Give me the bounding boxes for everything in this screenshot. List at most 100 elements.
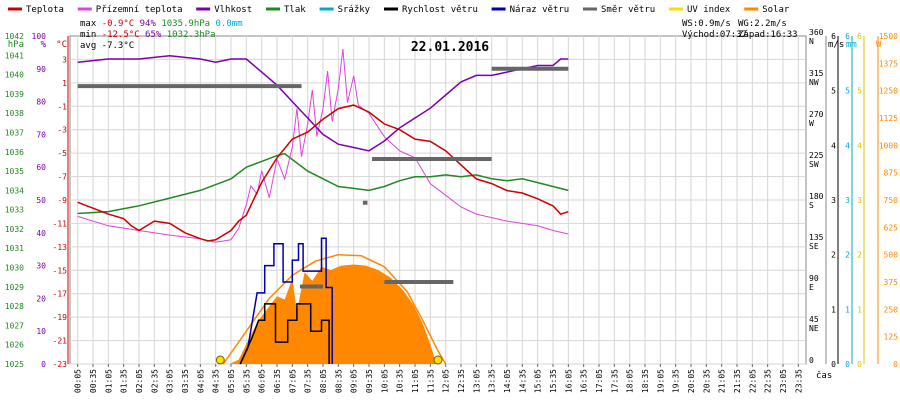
legend-label: Tlak: [284, 5, 306, 15]
x-tick-label: 02:05: [135, 369, 144, 393]
x-tick-label: 09:05: [350, 369, 359, 393]
stats-min: min -12.5°C 65% 1032.3hPa: [80, 30, 216, 40]
axis-layer: 00:05 00:35 01:05 01:35 02:05 02:35 03:05 03:35…: [5, 28, 898, 393]
dir-tick-value: 180: [809, 192, 824, 201]
pct-axis-tick-label: 70: [36, 130, 46, 139]
pct-axis-tick-label: 100: [32, 32, 47, 41]
w-tick-label: 1250: [879, 87, 898, 96]
x-tick-label: 13:05: [472, 369, 481, 393]
hpa-axis-tick-label: 1027: [5, 321, 24, 330]
temp-axis-tick-label: 3: [62, 55, 67, 64]
pct-axis-tick-label: 80: [36, 98, 46, 107]
legend-item: Tlak: [266, 5, 306, 15]
stats-sunset: Západ:16:33: [738, 30, 798, 40]
dir-tick-label: E: [809, 283, 814, 292]
x-tick-label: 09:35: [365, 369, 374, 393]
x-tick-label: 06:35: [273, 369, 282, 393]
legend-item: Srážky: [319, 5, 371, 15]
temperature-line: [77, 104, 569, 242]
uv-tick-label: 5: [857, 87, 862, 96]
pct-axis-tick-label: 90: [36, 65, 46, 74]
legend-label: Srážky: [338, 5, 371, 15]
w-tick-label: 1500: [879, 32, 898, 41]
x-tick-label: 07:05: [288, 369, 297, 393]
x-tick-label: 21:05: [718, 369, 727, 393]
legend-item: Náraz větru: [491, 5, 569, 15]
legend-item: Rychlost větru: [384, 5, 478, 15]
x-tick-label: 08:35: [334, 369, 343, 393]
x-tick-label: 15:05: [534, 369, 543, 393]
x-tick-label: 16:35: [580, 369, 589, 393]
hpa-axis-tick-label: 1029: [5, 283, 24, 292]
x-tick-label: 00:05: [74, 369, 83, 393]
x-tick-label: 04:35: [212, 369, 221, 393]
pct-axis-title: %: [41, 40, 47, 50]
x-axis-label: čas: [816, 370, 832, 381]
ms-axis-title: m/s: [828, 40, 844, 50]
pct-axis-tick-label: 20: [36, 294, 46, 303]
uv-tick-label: 2: [857, 251, 862, 260]
x-tick-label: 10:35: [396, 369, 405, 393]
dir-tick-value: 45: [809, 315, 819, 324]
hpa-axis-tick-label: 1030: [5, 264, 24, 273]
stats-segment: min: [80, 30, 96, 40]
temp-axis-tick-label: -23: [53, 360, 68, 369]
stats-segment: 1035.9hPa: [161, 19, 210, 29]
uv-tick-label: 1: [857, 305, 862, 314]
x-tick-label: 10:05: [380, 369, 389, 393]
ms-tick-label: 5: [831, 87, 836, 96]
temp-axis-tick-label: -11: [53, 219, 68, 228]
hpa-axis-tick-label: 1042: [5, 32, 24, 41]
dir-tick-label: S: [809, 201, 814, 210]
dir-tick-value: 225: [809, 151, 824, 160]
humidity-line: [77, 54, 569, 152]
hpa-axis-tick-label: 1041: [5, 51, 24, 60]
mm-tick-label: 1: [845, 305, 850, 314]
hpa-axis-tick-label: 1033: [5, 206, 24, 215]
temp-axis-tick-label: -19: [53, 313, 68, 322]
legend-item: Přízemní teplota: [77, 5, 183, 15]
wind-speed-line: [239, 303, 330, 365]
hpa-axis-tick-label: 1036: [5, 148, 24, 157]
uv-tick-label: 6: [857, 32, 862, 41]
w-tick-label: 750: [884, 196, 899, 205]
stats-segment: -0.9°C: [102, 19, 135, 29]
x-tick-label: 15:35: [549, 369, 558, 393]
hpa-axis-title: hPa: [8, 40, 24, 50]
stats-wg: WG:2.2m/s: [738, 19, 787, 29]
legend-item: UV index: [669, 5, 731, 15]
stats-segment: 0.0mm: [216, 19, 243, 29]
legend-label: Přízemní teplota: [96, 5, 183, 15]
temp-axis-tick-label: -13: [53, 243, 68, 252]
w-tick-label: 875: [884, 169, 899, 178]
uv-tick-label: 0: [857, 360, 862, 369]
x-tick-label: 17:35: [610, 369, 619, 393]
dir-tick-label: SW: [809, 160, 819, 169]
legend-label: Teplota: [26, 5, 64, 15]
hpa-axis-tick-label: 1032: [5, 225, 24, 234]
x-tick-label: 14:05: [503, 369, 512, 393]
x-tick-label: 22:35: [764, 369, 773, 393]
w-tick-label: 625: [884, 223, 899, 232]
x-tick-label: 02:35: [150, 369, 159, 393]
ms-tick-label: 3: [831, 196, 836, 205]
dir-tick-label: NW: [809, 78, 819, 87]
stats-sunrise: Východ:07:37: [682, 30, 747, 40]
x-tick-label: 03:35: [181, 369, 190, 393]
x-tick-label: 23:35: [794, 369, 803, 393]
legend-item: Teplota: [8, 5, 64, 15]
x-tick-label: 04:05: [196, 369, 205, 393]
ms-tick-label: 6: [831, 32, 836, 41]
x-tick-label: 19:35: [672, 369, 681, 393]
pressure-line: [77, 152, 569, 215]
dir-tick-label: W: [809, 119, 814, 128]
x-tick-label: 20:35: [702, 369, 711, 393]
stats-segment: -12.5°C: [102, 30, 140, 40]
x-tick-label: 14:35: [518, 369, 527, 393]
x-tick-label: 18:35: [641, 369, 650, 393]
pct-axis-tick-label: 0: [41, 360, 46, 369]
stats-segment: max: [80, 19, 97, 29]
ms-tick-label: 2: [831, 251, 836, 260]
solar-area: [229, 264, 437, 364]
